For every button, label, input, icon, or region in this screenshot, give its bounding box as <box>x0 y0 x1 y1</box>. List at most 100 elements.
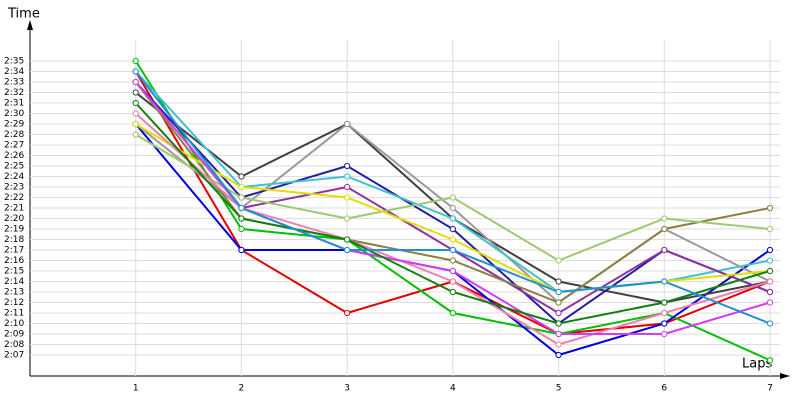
data-point <box>449 246 456 254</box>
x-tick-label: 5 <box>556 384 562 394</box>
data-point <box>661 299 668 306</box>
y-tick-label: 2:22 <box>4 193 24 203</box>
x-axis-title: Laps <box>742 357 772 372</box>
data-point <box>344 236 351 243</box>
data-point <box>238 183 245 191</box>
data-point <box>766 204 774 212</box>
data-point <box>661 246 668 254</box>
data-point <box>344 246 351 254</box>
data-point <box>132 78 139 86</box>
data-point <box>555 351 562 359</box>
data-point <box>238 215 245 222</box>
data-point <box>555 320 562 327</box>
y-tick-label: 2:12 <box>4 298 24 308</box>
data-point <box>766 320 774 327</box>
data-point <box>449 267 456 275</box>
y-tick-label: 2:10 <box>4 319 24 329</box>
y-tick-label: 2:32 <box>4 88 24 98</box>
y-tick-label: 2:08 <box>4 340 24 350</box>
data-point <box>238 194 245 201</box>
data-point <box>344 173 351 180</box>
x-tick-label: 4 <box>450 384 456 394</box>
data-point <box>132 68 139 75</box>
data-point <box>132 89 139 96</box>
x-tick-label: 3 <box>344 384 350 394</box>
data-point <box>766 246 774 254</box>
y-tick-label: 2:27 <box>4 141 24 151</box>
data-point <box>766 299 774 306</box>
y-axis-arrow <box>27 20 33 30</box>
y-tick-label: 2:09 <box>4 330 24 340</box>
data-point <box>344 215 351 222</box>
data-point <box>344 309 351 317</box>
data-point <box>132 110 139 117</box>
y-tick-label: 2:33 <box>4 78 24 88</box>
y-tick-label: 2:13 <box>4 288 24 298</box>
y-tick-label: 2:16 <box>4 256 24 266</box>
data-point <box>132 131 139 138</box>
y-tick-label: 2:29 <box>4 120 24 130</box>
plot <box>132 57 774 364</box>
data-point <box>555 288 562 296</box>
data-point <box>344 183 351 191</box>
y-tick-label: 2:20 <box>4 214 24 224</box>
data-point <box>766 257 774 264</box>
y-tick-label: 2:34 <box>4 67 24 77</box>
x-tick-label: 6 <box>661 384 667 394</box>
data-point <box>661 330 668 338</box>
data-point <box>766 225 774 233</box>
data-point <box>555 278 562 285</box>
y-tick-label: 2:15 <box>4 267 24 277</box>
data-point <box>344 162 351 170</box>
data-point <box>238 204 245 212</box>
y-tick-label: 2:18 <box>4 235 24 245</box>
data-point <box>555 299 562 306</box>
y-tick-label: 2:35 <box>4 57 24 67</box>
data-point <box>449 236 456 243</box>
data-point <box>449 204 456 212</box>
data-point <box>555 257 562 264</box>
y-tick-label: 2:21 <box>4 204 24 214</box>
data-point <box>555 309 562 317</box>
y-tick-label: 2:19 <box>4 225 24 235</box>
data-point <box>132 120 139 128</box>
y-tick-label: 2:24 <box>4 172 24 182</box>
x-tick-label: 7 <box>767 384 773 394</box>
data-point <box>132 57 139 65</box>
data-point <box>449 215 456 222</box>
y-tick-label: 2:25 <box>4 162 24 172</box>
y-tick-label: 2:17 <box>4 246 24 256</box>
data-point <box>449 288 456 296</box>
data-point <box>449 194 456 201</box>
y-tick-label: 2:26 <box>4 151 24 161</box>
y-tick-label: 2:23 <box>4 183 24 193</box>
data-point <box>449 225 456 233</box>
data-point <box>661 278 668 285</box>
data-point <box>344 194 351 201</box>
data-point <box>766 357 774 364</box>
data-point <box>661 320 668 327</box>
x-tick-label: 2 <box>239 384 245 394</box>
data-point <box>132 99 139 107</box>
data-point <box>449 309 456 317</box>
y-axis-title: Time <box>7 7 40 22</box>
data-point <box>238 225 245 233</box>
data-point <box>555 330 562 338</box>
data-point <box>766 267 774 275</box>
data-point <box>555 341 562 348</box>
data-point <box>449 278 456 285</box>
data-point <box>661 225 668 233</box>
data-point <box>344 120 351 128</box>
data-point <box>238 173 245 180</box>
data-point <box>449 257 456 264</box>
data-point <box>661 309 668 317</box>
x-tick-label: 1 <box>133 384 139 394</box>
y-tick-label: 2:14 <box>4 277 24 287</box>
y-tick-label: 2:28 <box>4 130 24 140</box>
y-tick-label: 2:31 <box>4 99 24 109</box>
data-point <box>766 278 774 285</box>
y-tick-label: 2:11 <box>4 309 24 319</box>
grid: 2:072:082:092:102:112:122:132:142:152:16… <box>4 40 780 394</box>
data-point <box>766 288 774 296</box>
